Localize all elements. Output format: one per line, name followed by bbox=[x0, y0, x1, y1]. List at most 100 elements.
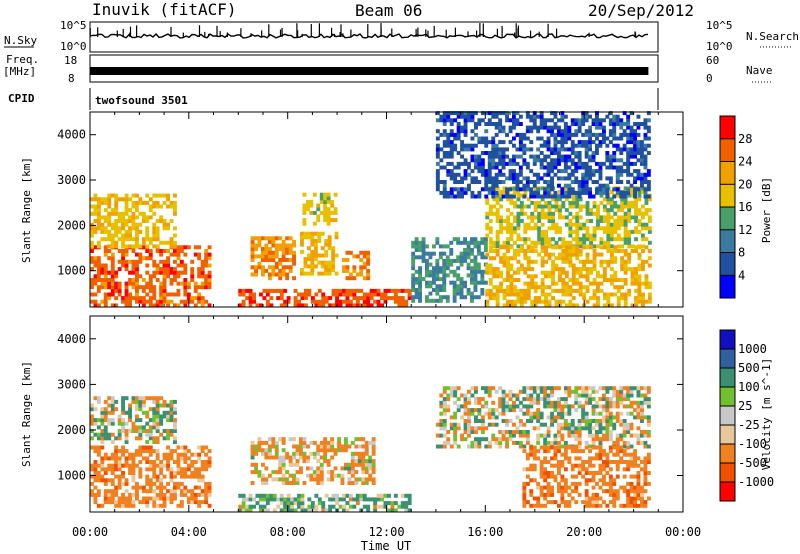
data-cell bbox=[269, 303, 274, 308]
data-cell bbox=[141, 245, 146, 250]
data-cell bbox=[615, 397, 620, 402]
data-cell bbox=[640, 143, 644, 148]
data-cell bbox=[121, 407, 125, 412]
data-cell bbox=[622, 190, 627, 195]
data-cell bbox=[605, 489, 610, 494]
data-cell bbox=[96, 208, 101, 213]
data-cell bbox=[630, 244, 635, 249]
data-cell bbox=[131, 474, 136, 479]
data-cell bbox=[110, 281, 115, 286]
data-cell bbox=[626, 404, 631, 409]
data-cell bbox=[553, 437, 558, 442]
data-cell bbox=[581, 161, 586, 166]
data-cell bbox=[585, 200, 590, 205]
data-cell bbox=[355, 497, 360, 502]
data-cell bbox=[155, 429, 160, 433]
data-cell bbox=[585, 245, 590, 250]
data-cell bbox=[309, 477, 314, 482]
data-cell bbox=[446, 397, 451, 402]
data-cell bbox=[487, 187, 492, 192]
data-cell bbox=[404, 493, 409, 498]
data-cell bbox=[627, 259, 632, 264]
data-cell bbox=[463, 143, 468, 148]
data-cell bbox=[575, 288, 580, 293]
data-cell bbox=[257, 437, 262, 442]
data-cell bbox=[128, 281, 132, 286]
data-cell bbox=[477, 400, 482, 405]
data-cell bbox=[345, 292, 350, 297]
data-cell bbox=[166, 299, 170, 304]
data-cell bbox=[512, 114, 516, 119]
data-cell bbox=[463, 169, 468, 174]
data-cell bbox=[435, 180, 440, 184]
data-cell bbox=[563, 132, 568, 137]
data-cell bbox=[470, 430, 475, 434]
data-cell bbox=[633, 169, 637, 174]
data-cell bbox=[622, 489, 627, 494]
data-cell bbox=[345, 296, 350, 301]
data-cell bbox=[615, 172, 620, 177]
data-cell bbox=[316, 459, 321, 464]
data-cell bbox=[295, 459, 300, 464]
data-cell bbox=[498, 444, 503, 449]
data-cell bbox=[442, 444, 447, 449]
data-cell bbox=[460, 114, 464, 119]
data-cell bbox=[114, 399, 119, 404]
data-cell bbox=[449, 258, 454, 263]
data-cell bbox=[551, 252, 555, 257]
data-cell bbox=[501, 404, 506, 409]
data-cell bbox=[570, 426, 575, 431]
data-cell bbox=[608, 478, 613, 483]
data-cell bbox=[494, 408, 499, 413]
data-cell bbox=[297, 497, 301, 502]
data-cell bbox=[623, 200, 628, 205]
data-cell bbox=[173, 489, 177, 494]
data-cell bbox=[585, 299, 590, 304]
colorbar-tick-label: 28 bbox=[738, 132, 752, 146]
data-cell bbox=[602, 240, 607, 245]
data-cell bbox=[582, 292, 587, 297]
data-cell bbox=[90, 285, 94, 290]
data-cell bbox=[93, 463, 98, 468]
data-cell bbox=[571, 197, 576, 202]
data-cell bbox=[551, 204, 555, 209]
data-cell bbox=[344, 444, 348, 449]
data-cell bbox=[470, 190, 475, 195]
data-cell bbox=[550, 169, 554, 174]
data-cell bbox=[442, 129, 447, 134]
data-cell bbox=[637, 211, 642, 216]
data-cell bbox=[622, 129, 627, 134]
data-cell bbox=[513, 219, 517, 223]
data-cell bbox=[620, 278, 625, 282]
data-cell bbox=[452, 273, 457, 278]
data-cell bbox=[622, 111, 627, 116]
data-cell bbox=[316, 466, 321, 471]
data-cell bbox=[506, 288, 510, 293]
data-cell bbox=[100, 281, 105, 286]
data-cell bbox=[523, 249, 528, 253]
data-cell bbox=[637, 299, 642, 304]
data-cell bbox=[595, 481, 599, 486]
data-cell bbox=[577, 386, 582, 391]
data-cell bbox=[558, 211, 562, 216]
data-cell bbox=[605, 437, 610, 442]
data-cell bbox=[574, 463, 579, 468]
data-cell bbox=[135, 240, 139, 245]
data-cell bbox=[155, 425, 160, 430]
data-cell bbox=[138, 460, 143, 464]
data-cell bbox=[345, 268, 350, 273]
data-cell bbox=[449, 415, 454, 420]
data-cell bbox=[90, 481, 94, 486]
data-cell bbox=[131, 460, 136, 464]
data-cell bbox=[467, 118, 471, 123]
data-cell bbox=[376, 299, 381, 304]
data-cell bbox=[473, 266, 478, 271]
data-cell bbox=[96, 256, 101, 261]
data-cell bbox=[90, 467, 94, 472]
data-cell bbox=[309, 451, 314, 456]
data-cell bbox=[525, 147, 530, 152]
data-cell bbox=[523, 237, 528, 242]
data-cell bbox=[117, 267, 122, 272]
data-cell bbox=[456, 132, 461, 137]
data-cell bbox=[135, 229, 139, 234]
